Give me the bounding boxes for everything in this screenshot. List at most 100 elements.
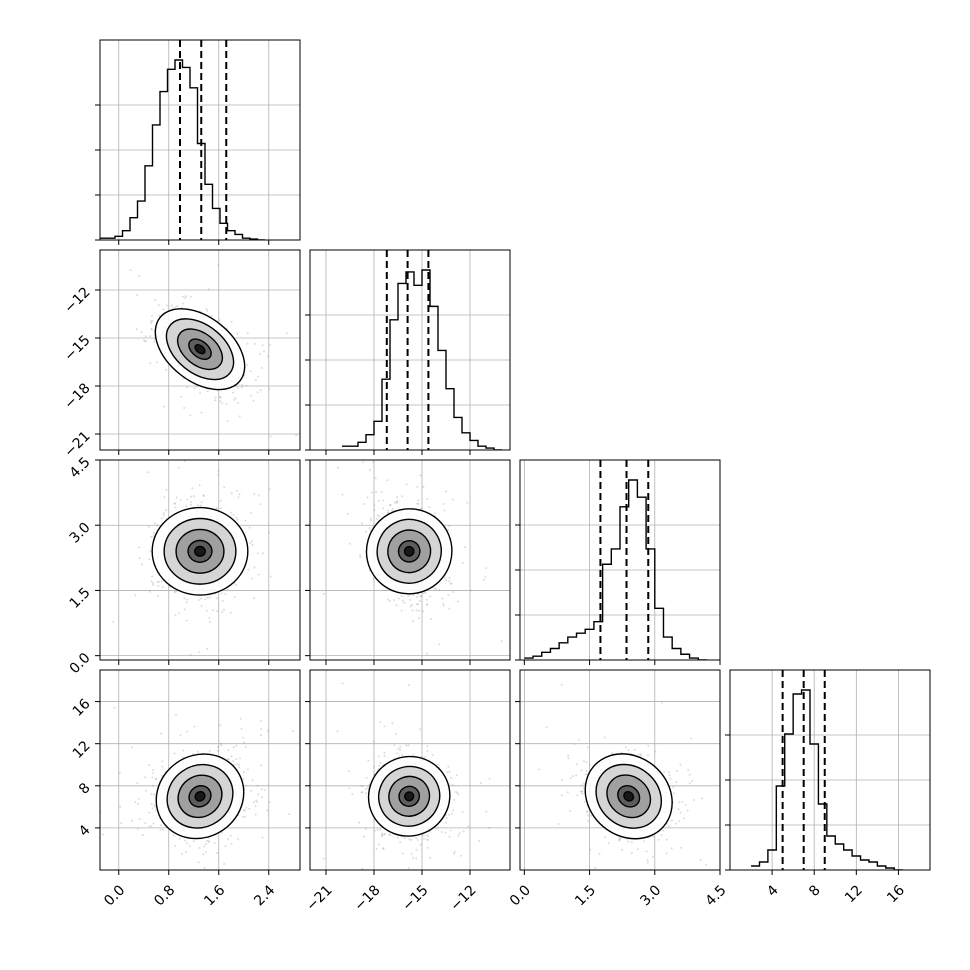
sample-point [437, 763, 440, 766]
sample-point [183, 597, 186, 600]
sample-point [203, 845, 206, 848]
sample-point [230, 492, 233, 495]
sample-point [156, 581, 159, 583]
sample-point [442, 502, 445, 505]
sample-point [242, 778, 245, 781]
sample-point [422, 610, 425, 613]
sample-point [261, 552, 264, 555]
sample-point [181, 852, 184, 855]
sample-point [633, 748, 636, 751]
sample-point [394, 732, 397, 735]
sample-point [186, 730, 188, 733]
sample-point [620, 848, 623, 851]
sample-point [248, 526, 251, 529]
sample-point [425, 834, 428, 837]
sample-point [660, 834, 663, 837]
sample-point [647, 744, 650, 747]
sample-point [175, 496, 178, 499]
sample-point [378, 499, 380, 502]
sample-point [417, 502, 420, 505]
sample-point [192, 495, 195, 498]
sample-point [215, 507, 218, 510]
sample-point [461, 811, 464, 813]
sample-point [217, 745, 219, 748]
sample-point [198, 651, 200, 654]
sample-point [140, 331, 143, 334]
sample-point [400, 609, 403, 612]
sample-point [445, 817, 448, 820]
sample-point [426, 846, 429, 849]
sample-point [120, 822, 123, 825]
sample-point [667, 825, 670, 828]
sample-point [249, 370, 252, 373]
sample-point [150, 803, 153, 806]
sample-point [113, 706, 116, 709]
sample-point [588, 764, 591, 766]
sample-point [393, 501, 396, 504]
sample-point [386, 598, 389, 601]
sample-point [144, 340, 146, 342]
x-tick-label: 0.8 [151, 882, 178, 909]
sample-point [627, 749, 630, 752]
sample-point [373, 829, 376, 832]
sample-point [174, 591, 177, 594]
sample-point [359, 555, 362, 558]
sample-point [373, 509, 376, 512]
sample-point [219, 400, 222, 403]
sample-point [257, 573, 260, 576]
sample-point [415, 857, 418, 860]
contour-level [194, 545, 206, 557]
sample-point [251, 779, 254, 782]
sample-point [382, 507, 385, 510]
sample-point [457, 793, 460, 796]
sample-point [180, 395, 183, 398]
sample-point [92, 848, 94, 850]
sample-point [586, 810, 589, 813]
sample-point [153, 804, 156, 807]
sample-point [219, 395, 222, 398]
sample-point [200, 605, 203, 607]
sample-point [118, 772, 121, 774]
panel-frame [309, 459, 511, 661]
contour-level [194, 344, 206, 355]
sample-point [603, 736, 606, 739]
x-tick-label: 8 [806, 882, 824, 900]
sample-point [163, 405, 165, 408]
sample-point [678, 820, 681, 823]
sample-point [238, 415, 241, 418]
sample-point [374, 477, 377, 480]
sample-point [341, 493, 344, 496]
sample-point [97, 634, 99, 636]
sample-point [366, 786, 369, 789]
sample-point [182, 302, 185, 305]
sample-point [212, 609, 214, 612]
sample-point [598, 852, 601, 855]
sample-point [253, 801, 255, 804]
sample-point [336, 730, 339, 733]
sample-point [196, 750, 199, 753]
sample-point [258, 353, 261, 356]
sample-point [399, 745, 402, 748]
y-tick-label: 0.0 [67, 650, 94, 677]
sample-point [244, 519, 247, 522]
sample-point [663, 770, 666, 773]
sample-point [146, 471, 149, 474]
sample-point [429, 856, 432, 859]
hist-panel-0 [100, 40, 300, 240]
sample-point [224, 593, 227, 596]
sample-point [380, 490, 383, 493]
sample-point [500, 640, 503, 643]
sample-point [336, 466, 339, 469]
sample-point [466, 501, 469, 504]
sample-point [217, 473, 220, 476]
sample-point [206, 596, 209, 599]
sample-point [210, 315, 213, 318]
panel-frame [99, 39, 301, 241]
sample-point [382, 499, 385, 502]
sample-point [415, 848, 418, 851]
sample-point [149, 590, 151, 593]
sample-point [397, 597, 400, 600]
sample-point [197, 599, 200, 601]
sample-point [242, 771, 245, 774]
sample-point [586, 746, 589, 749]
